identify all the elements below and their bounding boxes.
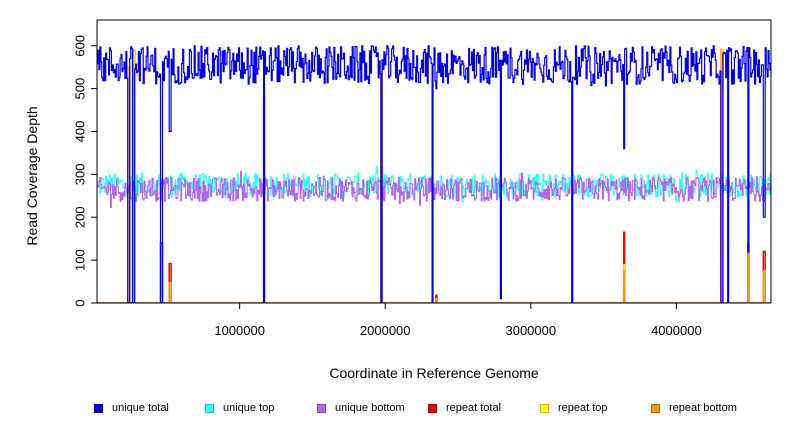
series-repeat-bottom-line bbox=[97, 252, 771, 303]
coverage-chart: 0 100 200 300 400 500 600 1000000 2000000 300000… bbox=[24, 19, 772, 381]
x-axis: 1000000 2000000 3000000 4000000 bbox=[214, 303, 702, 338]
legend-item: unique total bbox=[94, 400, 169, 416]
legend-swatch bbox=[651, 403, 660, 413]
chart-legend: unique total unique top unique bottom repea… bbox=[0, 396, 792, 420]
legend-item: unique top bbox=[205, 400, 274, 416]
legend-swatch bbox=[94, 403, 103, 413]
y-tick-label: 400 bbox=[72, 121, 87, 143]
y-axis: 0 100 200 300 400 500 600 bbox=[72, 35, 97, 307]
legend-swatch bbox=[317, 403, 326, 413]
y-tick-label: 200 bbox=[72, 206, 87, 228]
legend-item: repeat top bbox=[540, 400, 608, 416]
x-axis-label: Coordinate in Reference Genome bbox=[329, 365, 539, 381]
legend-label: unique bottom bbox=[335, 402, 405, 414]
series-unique-total-line bbox=[97, 45, 771, 303]
y-tick-label: 600 bbox=[72, 35, 87, 57]
y-tick-label: 0 bbox=[72, 299, 87, 306]
plot-frame bbox=[96, 19, 772, 304]
legend-label: unique total bbox=[112, 402, 169, 414]
x-tick-label: 1000000 bbox=[214, 323, 265, 338]
legend-label: unique top bbox=[223, 402, 275, 414]
legend-label: repeat top bbox=[558, 402, 608, 414]
legend-swatch bbox=[205, 403, 214, 413]
x-tick-label: 4000000 bbox=[651, 323, 702, 338]
x-tick-label: 3000000 bbox=[505, 323, 556, 338]
legend-item: repeat total bbox=[428, 400, 501, 416]
y-axis-label: Read Coverage Depth bbox=[24, 106, 40, 245]
legend-item: repeat bottom bbox=[651, 400, 737, 416]
legend-item: unique bottom bbox=[317, 400, 405, 416]
legend-swatch bbox=[540, 403, 549, 413]
x-tick-label: 2000000 bbox=[360, 323, 411, 338]
y-tick-label: 300 bbox=[72, 164, 87, 186]
legend-label: repeat bottom bbox=[669, 402, 737, 414]
legend-label: repeat total bbox=[446, 402, 502, 414]
series-unique-bottom-line bbox=[97, 170, 771, 208]
legend-swatch bbox=[428, 403, 437, 413]
y-tick-label: 100 bbox=[72, 249, 87, 271]
y-tick-label: 500 bbox=[72, 78, 87, 100]
